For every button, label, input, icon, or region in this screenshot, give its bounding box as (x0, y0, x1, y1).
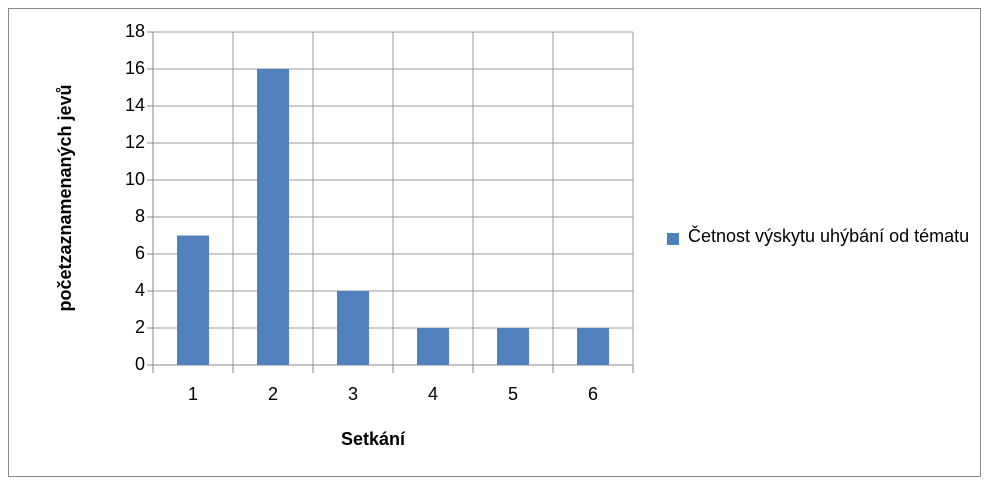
bar (417, 328, 449, 365)
bar (577, 328, 609, 365)
y-tick-label: 4 (135, 280, 145, 300)
bar (337, 291, 369, 365)
x-tick-label: 2 (268, 384, 278, 404)
chart-border (8, 8, 981, 477)
legend-swatch (667, 233, 679, 245)
x-tick-label: 1 (188, 384, 198, 404)
bar (177, 235, 209, 365)
legend-label: Četnost výskytu uhýbání od tématu (688, 226, 970, 246)
y-tick-label: 10 (125, 169, 145, 189)
x-axis-title: Setkání (341, 429, 406, 449)
y-tick-label: 2 (135, 317, 145, 337)
bar (257, 69, 289, 365)
bar (497, 328, 529, 365)
y-tick-label: 16 (125, 58, 145, 78)
y-tick-label: 18 (125, 21, 145, 41)
y-tick-label: 0 (135, 354, 145, 374)
y-tick-label: 14 (125, 95, 145, 115)
x-tick-label: 3 (348, 384, 358, 404)
x-tick-label: 5 (508, 384, 518, 404)
y-tick-label: 6 (135, 243, 145, 263)
y-axis-title: početzaznamenaných jevů (55, 84, 75, 311)
y-tick-label: 12 (125, 132, 145, 152)
x-tick-label: 4 (428, 384, 438, 404)
x-tick-label: 6 (588, 384, 598, 404)
y-tick-label: 8 (135, 206, 145, 226)
